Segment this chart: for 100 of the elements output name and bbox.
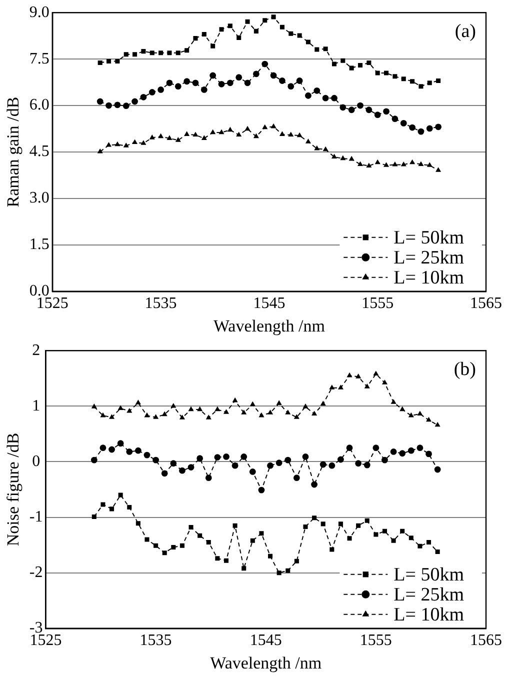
point xyxy=(100,502,106,507)
point xyxy=(276,460,282,466)
point xyxy=(148,89,156,96)
y-tick-label: 1.5 xyxy=(29,236,50,254)
annotation: (a) xyxy=(454,21,476,42)
point xyxy=(218,80,225,88)
point xyxy=(92,514,96,519)
point xyxy=(288,31,294,36)
point xyxy=(132,98,138,105)
point xyxy=(118,405,124,410)
point xyxy=(383,108,390,115)
point xyxy=(435,124,442,130)
point xyxy=(305,138,311,144)
point xyxy=(340,104,346,111)
point xyxy=(312,516,317,520)
point xyxy=(375,70,380,76)
point xyxy=(236,132,242,137)
x-tick-label: 1555 xyxy=(360,632,392,650)
point xyxy=(323,46,328,52)
point xyxy=(364,384,370,388)
point xyxy=(374,532,378,537)
point xyxy=(250,538,255,543)
point xyxy=(305,92,312,99)
y-tick-label: 9.0 xyxy=(29,4,50,21)
point xyxy=(140,140,146,145)
x-tick-label: 1525 xyxy=(36,295,68,312)
point xyxy=(184,131,190,136)
point xyxy=(373,370,379,376)
y-tick-label: 2 xyxy=(32,342,40,359)
point xyxy=(218,129,224,134)
point xyxy=(312,410,318,416)
point xyxy=(426,450,432,458)
point xyxy=(135,400,141,404)
point xyxy=(196,455,204,462)
point xyxy=(399,450,406,457)
point xyxy=(244,80,251,86)
point xyxy=(124,52,128,57)
point xyxy=(314,47,320,52)
point xyxy=(330,547,334,552)
point xyxy=(134,447,142,454)
point xyxy=(162,411,168,416)
point xyxy=(346,372,352,378)
point xyxy=(126,408,132,413)
point xyxy=(198,533,202,538)
point xyxy=(144,452,150,458)
point xyxy=(303,524,308,529)
point xyxy=(426,162,432,167)
point xyxy=(132,52,138,57)
point xyxy=(271,14,276,20)
point xyxy=(250,401,256,406)
point xyxy=(149,134,155,140)
legend-label: L= 50km xyxy=(394,227,464,248)
x-tick-label: 1545 xyxy=(253,295,286,312)
point xyxy=(279,131,285,136)
point xyxy=(153,414,159,419)
point xyxy=(366,60,372,66)
point xyxy=(329,384,335,390)
point xyxy=(184,48,190,53)
point xyxy=(242,566,246,571)
point xyxy=(338,384,344,390)
point xyxy=(108,446,115,453)
point xyxy=(410,159,416,164)
point xyxy=(96,98,104,105)
point xyxy=(206,414,212,420)
point xyxy=(297,33,302,38)
point xyxy=(110,506,114,512)
point xyxy=(226,80,234,86)
point xyxy=(253,133,259,138)
point xyxy=(132,139,138,144)
point xyxy=(322,94,329,102)
point xyxy=(241,410,247,414)
point xyxy=(215,556,220,561)
point xyxy=(152,456,159,464)
point xyxy=(114,141,120,146)
point xyxy=(127,505,132,510)
point xyxy=(286,568,290,573)
point xyxy=(259,531,264,536)
point xyxy=(356,523,361,528)
point xyxy=(262,124,268,130)
point xyxy=(150,50,154,56)
point xyxy=(296,78,303,84)
point xyxy=(188,406,194,412)
point xyxy=(240,454,248,460)
point xyxy=(166,135,172,140)
point xyxy=(188,525,194,530)
point xyxy=(426,125,433,132)
y-tick-label: 4.5 xyxy=(29,143,50,160)
point xyxy=(401,76,406,82)
point xyxy=(392,162,398,166)
point xyxy=(270,72,277,79)
point xyxy=(140,94,147,100)
point xyxy=(302,454,309,460)
point xyxy=(347,536,352,541)
point xyxy=(106,102,112,109)
point xyxy=(98,60,102,66)
point xyxy=(296,132,302,138)
point xyxy=(97,148,103,154)
point xyxy=(302,404,308,408)
point xyxy=(364,518,370,523)
point xyxy=(227,126,233,132)
